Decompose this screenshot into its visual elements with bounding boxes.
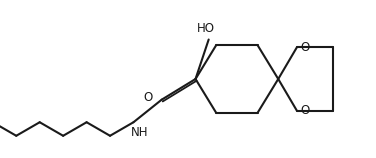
Text: O: O [143,91,152,103]
Text: O: O [300,41,309,54]
Text: NH: NH [131,126,149,139]
Text: O: O [300,104,309,117]
Text: HO: HO [197,22,215,35]
